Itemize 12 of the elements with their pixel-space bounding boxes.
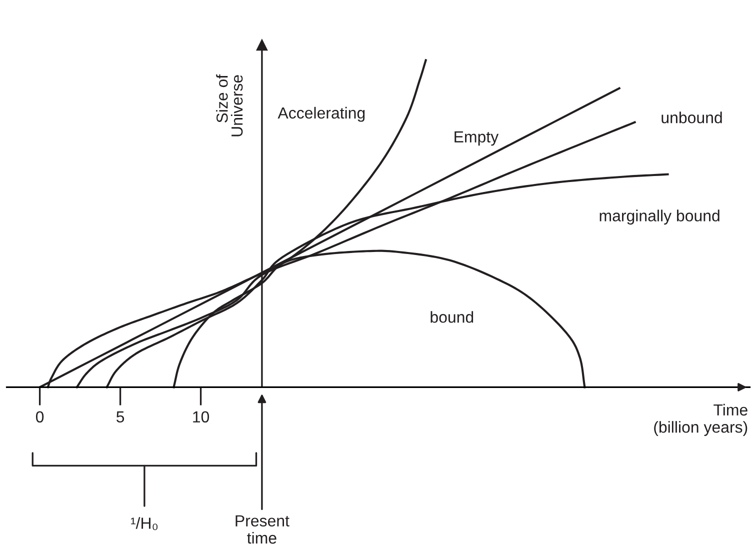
- x-tick-label: 10: [193, 411, 210, 423]
- series-label: Empty: [454, 131, 499, 146]
- text: bound: [430, 311, 474, 323]
- x-tick-label: 0: [36, 411, 44, 423]
- x-axis-title: Time (billion years): [654, 404, 748, 436]
- y-axis-title: Size of Universe: [216, 74, 243, 136]
- x-tick-label: 5: [116, 411, 124, 423]
- series-label: unbound: [662, 112, 722, 124]
- text: Present time: [236, 515, 290, 544]
- text: Accelerating: [278, 106, 365, 122]
- series-label: marginally bound: [600, 210, 720, 225]
- text: ¹/H₀: [131, 517, 158, 530]
